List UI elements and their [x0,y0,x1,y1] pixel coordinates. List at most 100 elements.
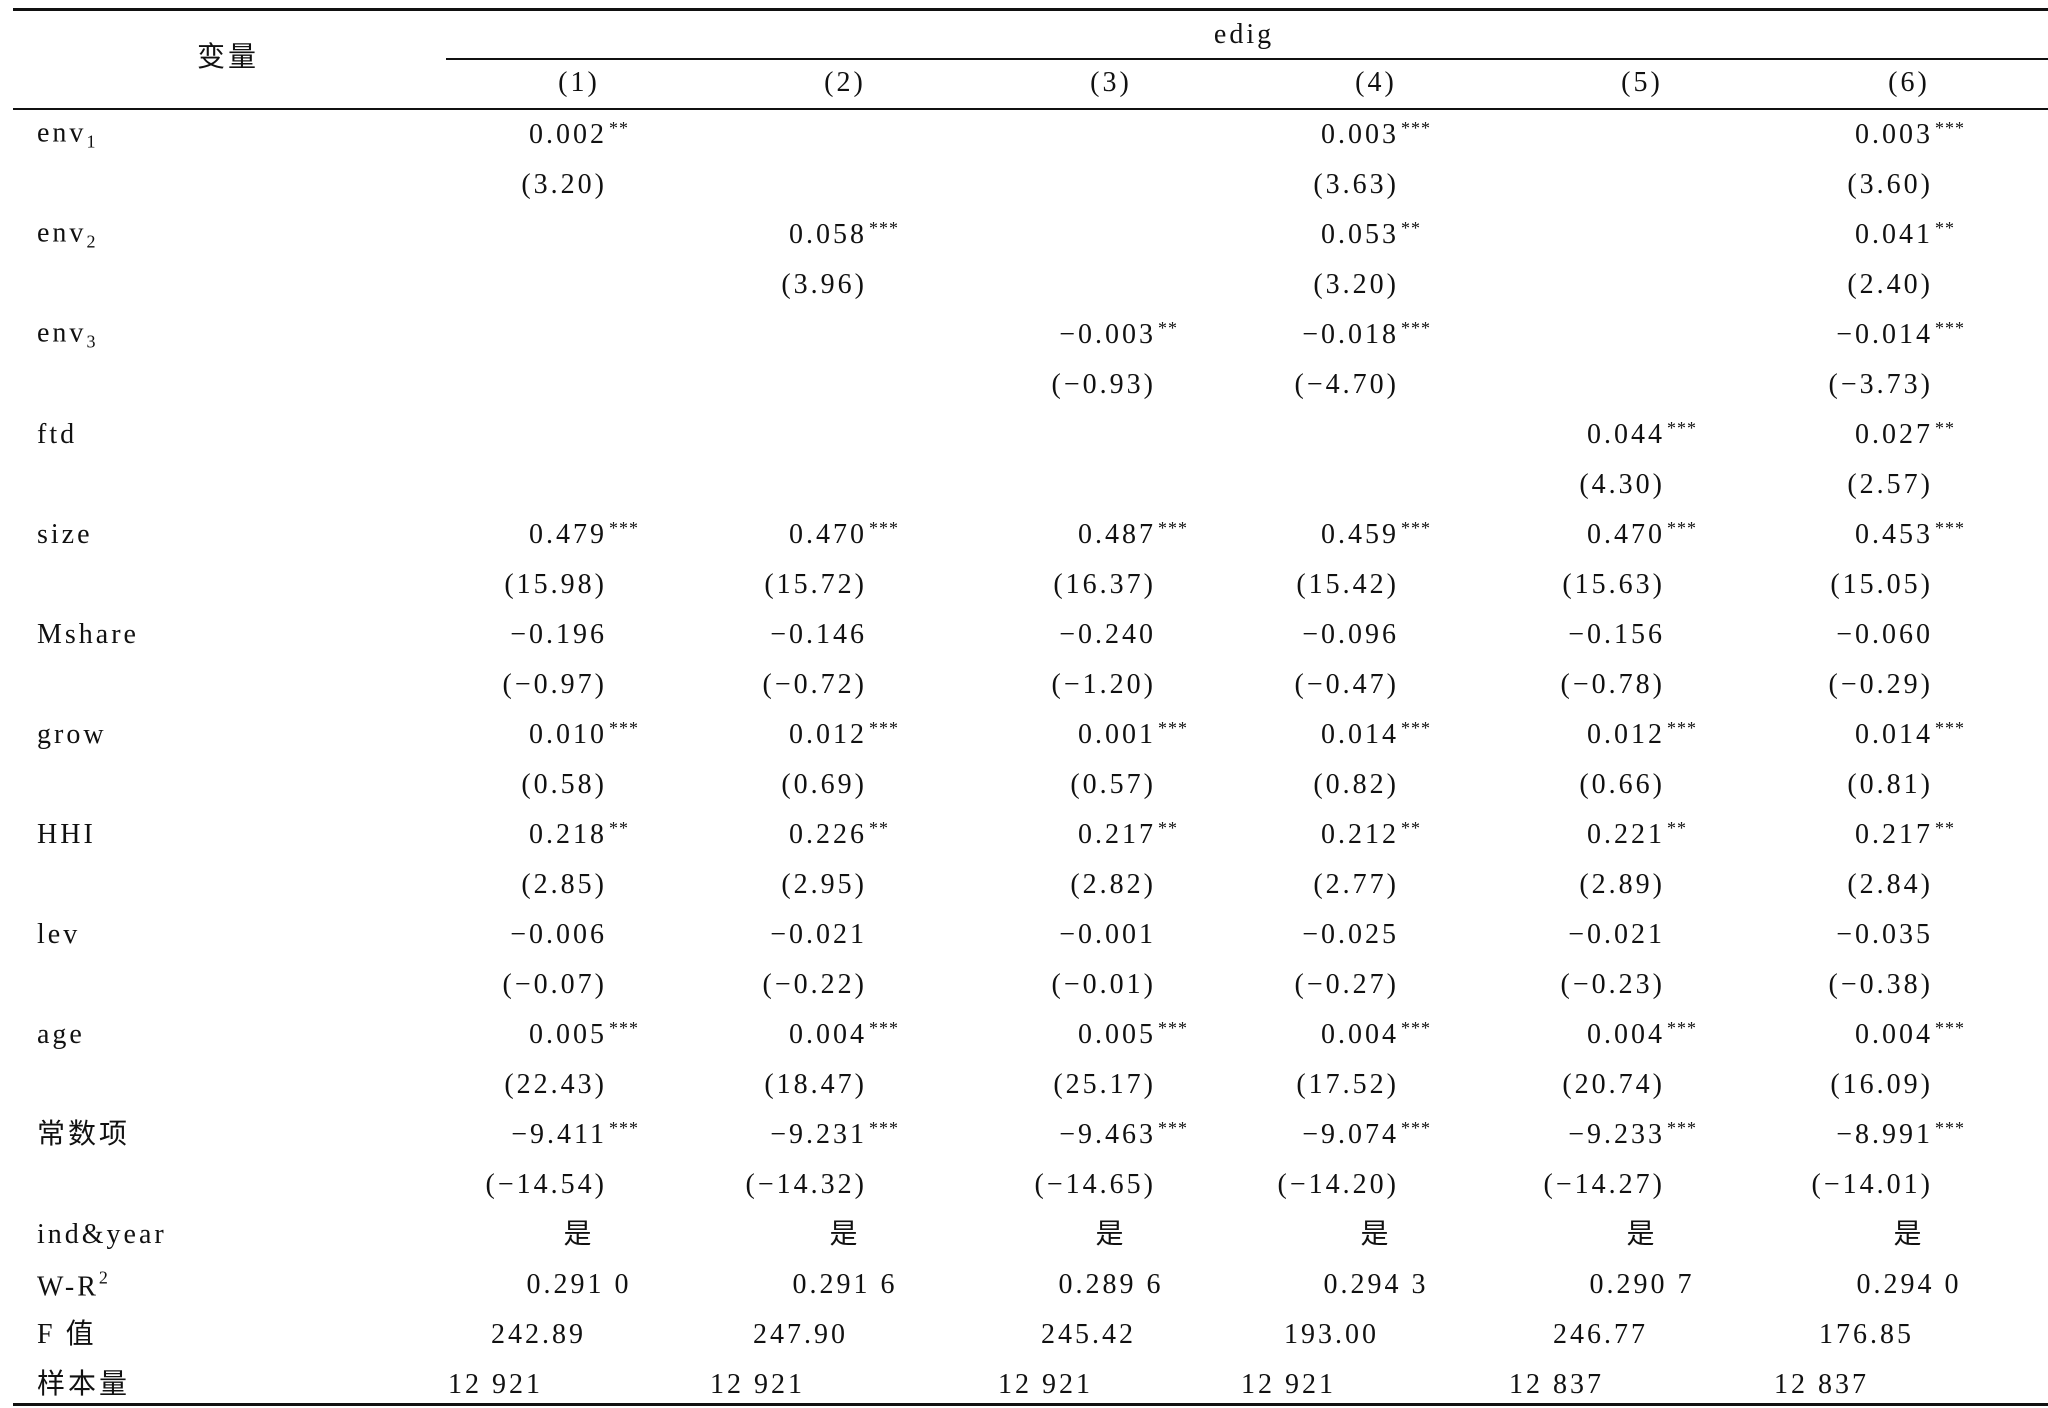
label-text: lev [37,919,81,950]
significance-stars: *** [1935,318,1965,338]
row-label: env2 [37,219,95,251]
coefficient: −0.014 [1836,319,1933,350]
row-label: 样本量 [37,1371,130,1399]
coefficient: 0.453 [1855,519,1933,550]
footer-value: 是 [1893,1219,1925,1250]
t-statistic: (−14.65) [1034,1169,1156,1200]
label-text: F 值 [37,1319,97,1350]
t-statistic: (−0.38) [1828,969,1933,1000]
footer-value: 245.42 [1041,1319,1136,1350]
coefficient: 0.459 [1321,519,1399,550]
t-statistic: (−14.54) [485,1169,607,1200]
t-statistic: (15.63) [1562,569,1665,600]
t-statistic: (25.17) [1053,1069,1156,1100]
significance-stars: ** [1401,818,1421,838]
t-statistic: (2.85) [521,869,607,900]
group-rule [446,58,2048,60]
footer-value: 12 837 [1774,1369,1869,1400]
row-label: age [37,1021,85,1049]
significance-stars: *** [1935,1118,1965,1138]
coefficient: −0.035 [1836,919,1933,950]
coefficient: −9.463 [1059,1119,1156,1150]
row-label: F 值 [37,1321,97,1349]
t-statistic: (−0.47) [1294,669,1399,700]
row-label: 常数项 [37,1121,130,1149]
t-statistic: (0.82) [1313,769,1399,800]
stub-header: 变量 [197,42,260,73]
significance-stars: *** [1667,718,1697,738]
coefficient: 0.221 [1587,819,1665,850]
coefficient: −9.411 [511,1119,607,1150]
footer-value: 0.294 3 [1323,1269,1429,1300]
significance-stars: *** [1401,718,1431,738]
coefficient: 0.004 [789,1019,867,1050]
t-statistic: (3.20) [1313,269,1399,300]
coefficient: 0.001 [1078,719,1156,750]
coefficient: 0.005 [529,1019,607,1050]
coefficient: −8.991 [1836,1119,1933,1150]
t-statistic: (3.96) [781,269,867,300]
label-text: 样本量 [37,1369,131,1400]
significance-stars: *** [1667,518,1697,538]
footer-value: 12 921 [998,1369,1093,1400]
t-statistic: (−14.20) [1277,1169,1399,1200]
coefficient: 0.014 [1321,719,1399,750]
label-superscript: 2 [98,1267,108,1288]
t-statistic: (−0.97) [502,669,607,700]
coefficient: −9.074 [1302,1119,1399,1150]
t-statistic: (2.40) [1847,269,1933,300]
significance-stars: *** [1667,1118,1697,1138]
footer-value: 是 [1626,1219,1658,1250]
row-label: lev [37,921,80,949]
significance-stars: ** [1158,818,1178,838]
column-header: (6) [1888,67,1930,98]
t-statistic: (−0.27) [1294,969,1399,1000]
coefficient: 0.004 [1587,1019,1665,1050]
footer-value: 176.85 [1819,1319,1914,1350]
coefficient: 0.003 [1855,119,1933,150]
t-statistic: (−0.72) [762,669,867,700]
t-statistic: (3.60) [1847,169,1933,200]
header-rule [13,108,2048,110]
footer-value: 0.291 0 [526,1269,632,1300]
column-header: (3) [1090,67,1132,98]
bottom-rule [13,1403,2048,1406]
significance-stars: *** [1158,1118,1188,1138]
coefficient: 0.010 [529,719,607,750]
significance-stars: *** [609,718,639,738]
coefficient: 0.058 [789,219,867,250]
t-statistic: (16.09) [1830,1069,1933,1100]
significance-stars: *** [1667,1018,1697,1038]
t-statistic: (−4.70) [1294,369,1399,400]
significance-stars: *** [609,1118,639,1138]
row-label: ind&year [37,1221,167,1249]
t-statistic: (15.05) [1830,569,1933,600]
column-header: (2) [824,67,866,98]
t-statistic: (−14.01) [1811,1169,1933,1200]
footer-value: 247.90 [753,1319,848,1350]
row-label: size [37,521,93,549]
label-subscript: 3 [86,331,96,352]
coefficient: 0.479 [529,519,607,550]
label-text: W-R [37,1271,99,1303]
coefficient: −9.231 [770,1119,867,1150]
coefficient: 0.053 [1321,219,1399,250]
column-header: (1) [558,67,600,98]
label-text: ind&year [37,1219,167,1250]
coefficient: −0.060 [1836,619,1933,650]
t-statistic: (20.74) [1562,1069,1665,1100]
coefficient: 0.027 [1855,419,1933,450]
footer-value: 0.291 6 [792,1269,898,1300]
group-header: edig [1213,19,1275,50]
coefficient: 0.470 [1587,519,1665,550]
label-subscript: 1 [86,131,96,152]
coefficient: −0.018 [1302,319,1399,350]
t-statistic: (−0.22) [762,969,867,1000]
coefficient: 0.004 [1855,1019,1933,1050]
t-statistic: (2.89) [1579,869,1665,900]
coefficient: −0.021 [1568,919,1665,950]
t-statistic: (0.69) [781,769,867,800]
t-statistic: (−14.27) [1543,1169,1665,1200]
t-statistic: (0.57) [1070,769,1156,800]
